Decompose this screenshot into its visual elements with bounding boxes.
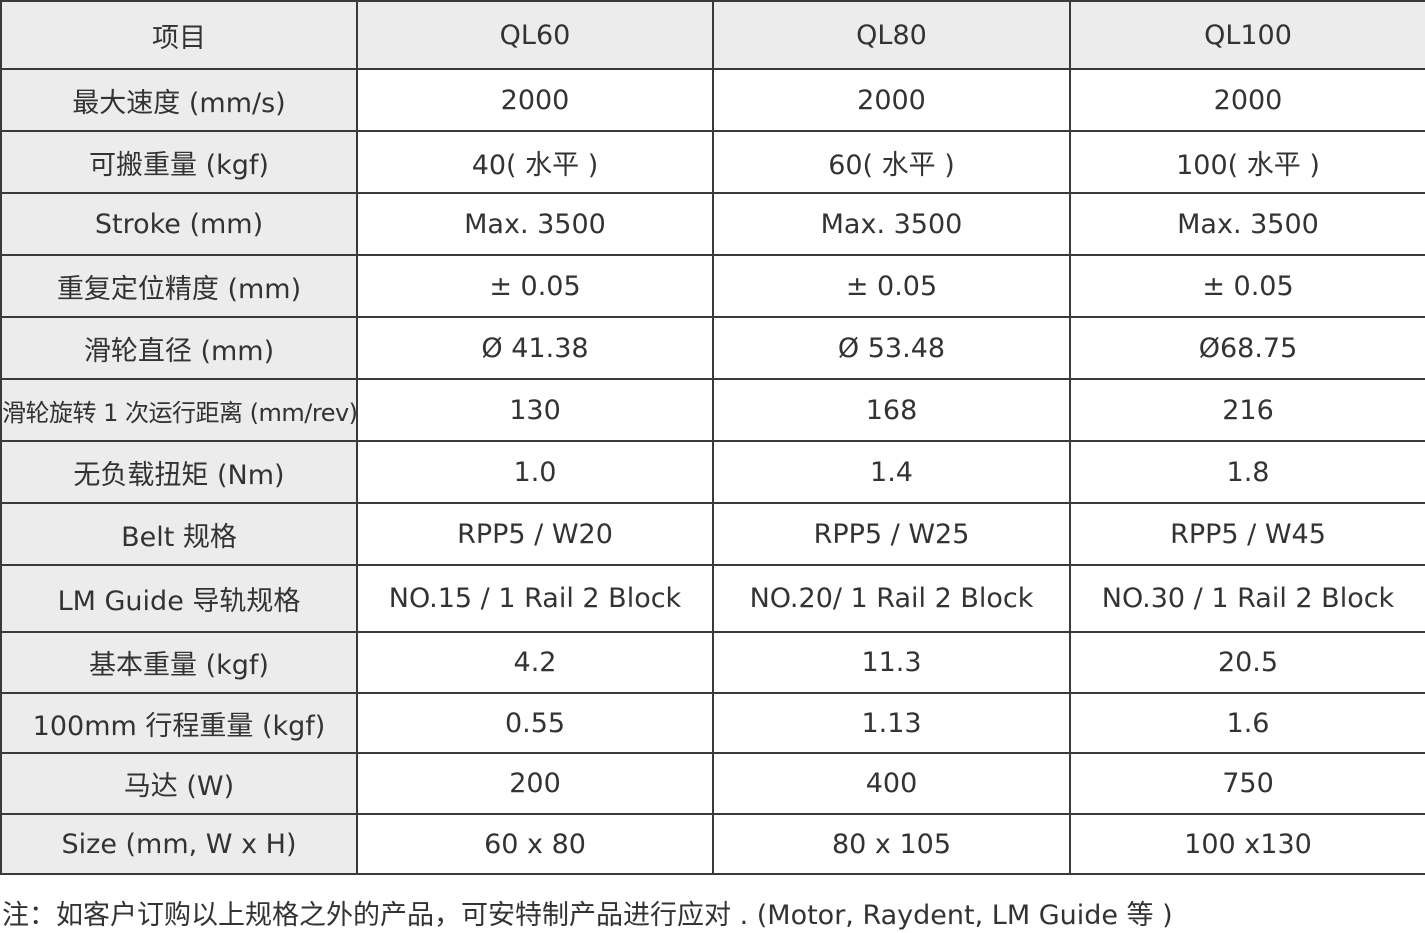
table-header-row: 项目 QL60 QL80 QL100 — [0, 0, 1425, 70]
row-label-lm-guide-spec: LM Guide 导轨规格 — [0, 564, 358, 633]
cell-value: 2000 — [356, 68, 714, 132]
table-row: 滑轮旋转 1 次运行距离 (mm/rev) 130 168 216 — [0, 378, 1425, 442]
cell-value: 20.5 — [1069, 631, 1425, 694]
header-item: 项目 — [0, 0, 358, 70]
cell-value: RPP5 / W20 — [356, 502, 714, 566]
cell-value: NO.20/ 1 Rail 2 Block — [712, 564, 1071, 633]
cell-value: ± 0.05 — [356, 254, 714, 318]
cell-value: Max. 3500 — [1069, 192, 1425, 256]
cell-value: NO.15 / 1 Rail 2 Block — [356, 564, 714, 633]
cell-value: 2000 — [1069, 68, 1425, 132]
header-model-ql60: QL60 — [356, 0, 714, 70]
cell-value: 400 — [712, 752, 1071, 815]
row-label-base-weight: 基本重量 (kgf) — [0, 631, 358, 694]
footnote: 注：如客户订购以上规格之外的产品，可安特制产品进行应对 . (Motor, Ra… — [2, 900, 1173, 931]
row-label-no-load-torque: 无负载扭矩 (Nm) — [0, 440, 358, 504]
cell-value: 750 — [1069, 752, 1425, 815]
cell-value: 4.2 — [356, 631, 714, 694]
row-label-belt-spec: Belt 规格 — [0, 502, 358, 566]
cell-value: 80 x 105 — [712, 813, 1071, 875]
cell-value: Max. 3500 — [356, 192, 714, 256]
cell-value: 1.6 — [1069, 692, 1425, 754]
cell-value: 130 — [356, 378, 714, 442]
cell-value: 168 — [712, 378, 1071, 442]
row-label-stroke: Stroke (mm) — [0, 192, 358, 256]
table-row: 100mm 行程重量 (kgf) 0.55 1.13 1.6 — [0, 692, 1425, 754]
table-row: 无负载扭矩 (Nm) 1.0 1.4 1.8 — [0, 440, 1425, 504]
table-row: Size (mm, W x H) 60 x 80 80 x 105 100 x1… — [0, 813, 1425, 875]
row-label-payload: 可搬重量 (kgf) — [0, 130, 358, 194]
table-row: 马达 (W) 200 400 750 — [0, 752, 1425, 815]
cell-value: NO.30 / 1 Rail 2 Block — [1069, 564, 1425, 633]
cell-value: 40( 水平 ) — [356, 130, 714, 194]
cell-value: 1.8 — [1069, 440, 1425, 504]
cell-value: 100 x130 — [1069, 813, 1425, 875]
row-label-pulley-diameter: 滑轮直径 (mm) — [0, 316, 358, 380]
table-row: Belt 规格 RPP5 / W20 RPP5 / W25 RPP5 / W45 — [0, 502, 1425, 566]
cell-value: 60 x 80 — [356, 813, 714, 875]
cell-value: ± 0.05 — [1069, 254, 1425, 318]
cell-value: 1.4 — [712, 440, 1071, 504]
row-label-repeatability: 重复定位精度 (mm) — [0, 254, 358, 318]
cell-value: Max. 3500 — [712, 192, 1071, 256]
cell-value: 216 — [1069, 378, 1425, 442]
table-row: Stroke (mm) Max. 3500 Max. 3500 Max. 350… — [0, 192, 1425, 256]
cell-value: 200 — [356, 752, 714, 815]
cell-value: 11.3 — [712, 631, 1071, 694]
cell-value: RPP5 / W25 — [712, 502, 1071, 566]
cell-value: ± 0.05 — [712, 254, 1071, 318]
row-label-max-speed: 最大速度 (mm/s) — [0, 68, 358, 132]
row-label-size: Size (mm, W x H) — [0, 813, 358, 875]
row-label-motor: 马达 (W) — [0, 752, 358, 815]
cell-value: Ø 53.48 — [712, 316, 1071, 380]
cell-value: 2000 — [712, 68, 1071, 132]
row-label-travel-per-rev: 滑轮旋转 1 次运行距离 (mm/rev) — [0, 378, 358, 442]
cell-value: RPP5 / W45 — [1069, 502, 1425, 566]
cell-value: 1.0 — [356, 440, 714, 504]
table-row: 可搬重量 (kgf) 40( 水平 ) 60( 水平 ) 100( 水平 ) — [0, 130, 1425, 194]
cell-value: 100( 水平 ) — [1069, 130, 1425, 194]
cell-value: 0.55 — [356, 692, 714, 754]
table-row: 重复定位精度 (mm) ± 0.05 ± 0.05 ± 0.05 — [0, 254, 1425, 318]
table-row: 基本重量 (kgf) 4.2 11.3 20.5 — [0, 631, 1425, 694]
table-row: 滑轮直径 (mm) Ø 41.38 Ø 53.48 Ø68.75 — [0, 316, 1425, 380]
cell-value: Ø68.75 — [1069, 316, 1425, 380]
cell-value: Ø 41.38 — [356, 316, 714, 380]
spec-table: 项目 QL60 QL80 QL100 最大速度 (mm/s) 2000 2000… — [0, 0, 1425, 875]
header-model-ql100: QL100 — [1069, 0, 1425, 70]
table-row: LM Guide 导轨规格 NO.15 / 1 Rail 2 Block NO.… — [0, 564, 1425, 633]
cell-value: 60( 水平 ) — [712, 130, 1071, 194]
cell-value: 1.13 — [712, 692, 1071, 754]
row-label-weight-per-100mm: 100mm 行程重量 (kgf) — [0, 692, 358, 754]
header-model-ql80: QL80 — [712, 0, 1071, 70]
table-row: 最大速度 (mm/s) 2000 2000 2000 — [0, 68, 1425, 132]
